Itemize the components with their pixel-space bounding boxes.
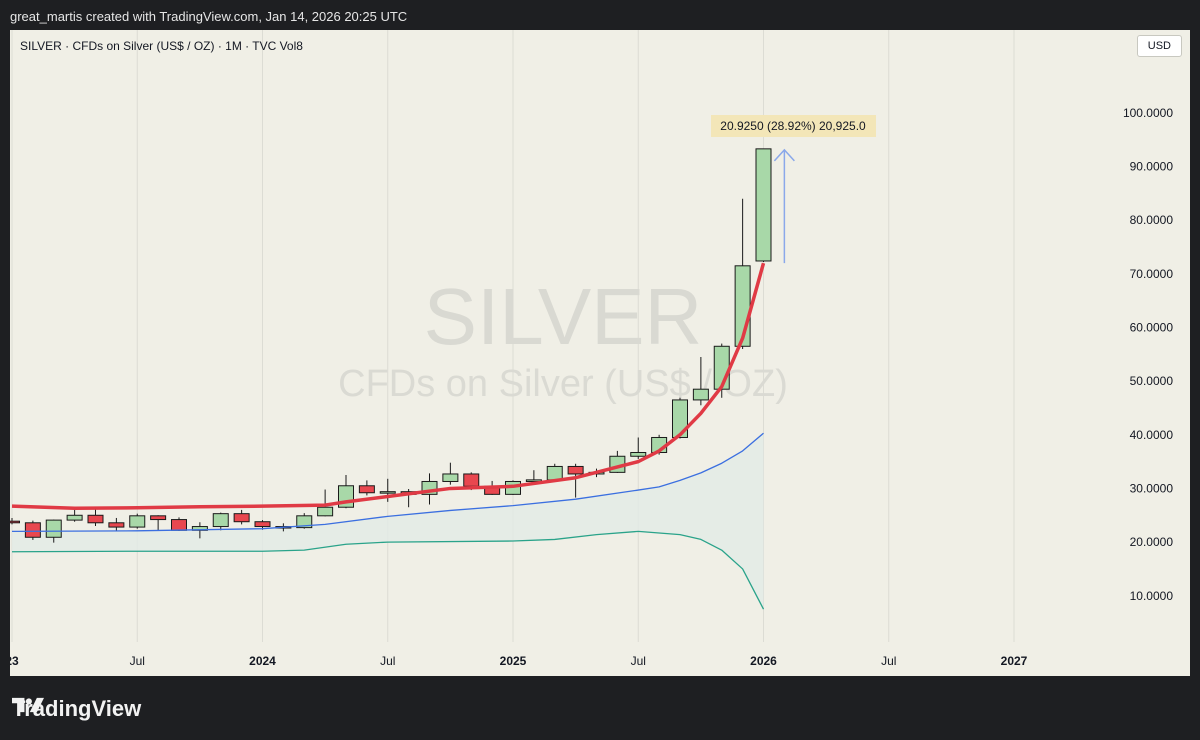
x-axis-background [10,642,1190,676]
footer-brand: TradingView [12,694,141,724]
x-tick-label: 2026 [750,654,777,668]
y-tick-label: 30.0000 [1130,481,1174,495]
candle-down [150,515,167,521]
candle-up [379,491,396,494]
candle-up [672,399,688,438]
x-tick-label: Jul [881,654,896,668]
candle-down [463,473,480,487]
candle-down [108,522,125,528]
annotation-layer: 20.9250 (28.92%) 20,925.0 [711,115,876,137]
bands-layer [12,433,764,610]
y-tick-label: 100.0000 [1123,106,1173,120]
y-tick-label: 60.0000 [1130,321,1174,335]
candle-down [233,513,250,523]
measure-arrow-head [773,148,795,162]
candle-up [45,519,62,538]
x-tick-label: 2025 [500,654,527,668]
y-tick-label: 40.0000 [1130,428,1174,442]
currency-button[interactable]: USD [1136,35,1182,57]
candle-up [755,148,772,262]
candle-down [10,520,20,524]
candle-up [66,514,83,521]
candle-down [567,465,584,475]
candle-up [212,513,229,528]
credit-text: great_martis created with TradingView.co… [10,9,408,24]
tradingview-logo-icon [12,697,44,713]
band-mid-line [11,432,764,533]
y-axis: 10.0000 20.0000 30.0000 40.0000 50.0000 60.00… [1110,30,1190,676]
candle-down [358,485,375,494]
y-tick-label: 70.0000 [1130,267,1174,281]
annotation-box [711,115,876,137]
band-lower-line [11,530,765,610]
y-tick-label: 80.0000 [1130,213,1174,227]
x-tick-label: Jul [631,654,646,668]
candle-down [254,521,271,528]
y-tick-label: 90.0000 [1130,160,1174,174]
candle-down [87,514,104,524]
x-tick-label: 2027 [1001,654,1028,668]
band-fill [12,433,764,610]
top-credit-bar: great_martis created with TradingView.co… [0,0,1200,30]
x-axis: 23 Jul 2024 Jul 2025 Jul 2026 Jul 2027 [10,642,1190,676]
candle-up [546,465,563,481]
candle-up [442,473,459,482]
watermark-symbol: SILVER [424,272,703,361]
lines-layer [11,148,795,610]
x-tick-label: Jul [380,654,395,668]
candlestick-chart[interactable]: SILVER CFDs on Silver (US$ / OZ) 10.0000… [10,30,1190,676]
x-tick-label: 2024 [249,654,276,668]
y-tick-label: 50.0000 [1130,374,1174,388]
candle-up [692,388,709,401]
y-tick-label: 10.0000 [1130,589,1174,603]
annotation-text: 20.9250 (28.92%) 20,925.0 [720,119,866,133]
ema-line [11,262,766,511]
candle-down [171,519,187,531]
x-tick-label: 23 [10,654,19,668]
candle-up [317,506,334,517]
candle-up [296,515,313,529]
candle-down [24,522,41,538]
chart-legend: SILVER · CFDs on Silver (US$ / OZ) · 1M … [20,39,303,53]
y-tick-label: 20.0000 [1130,535,1174,549]
candle-up [129,515,146,528]
candle-up [630,452,647,457]
x-tick-label: Jul [130,654,145,668]
y-axis-background [1110,30,1190,676]
chart-panel[interactable]: SILVER CFDs on Silver (US$ / OZ) 10.0000… [10,30,1190,676]
